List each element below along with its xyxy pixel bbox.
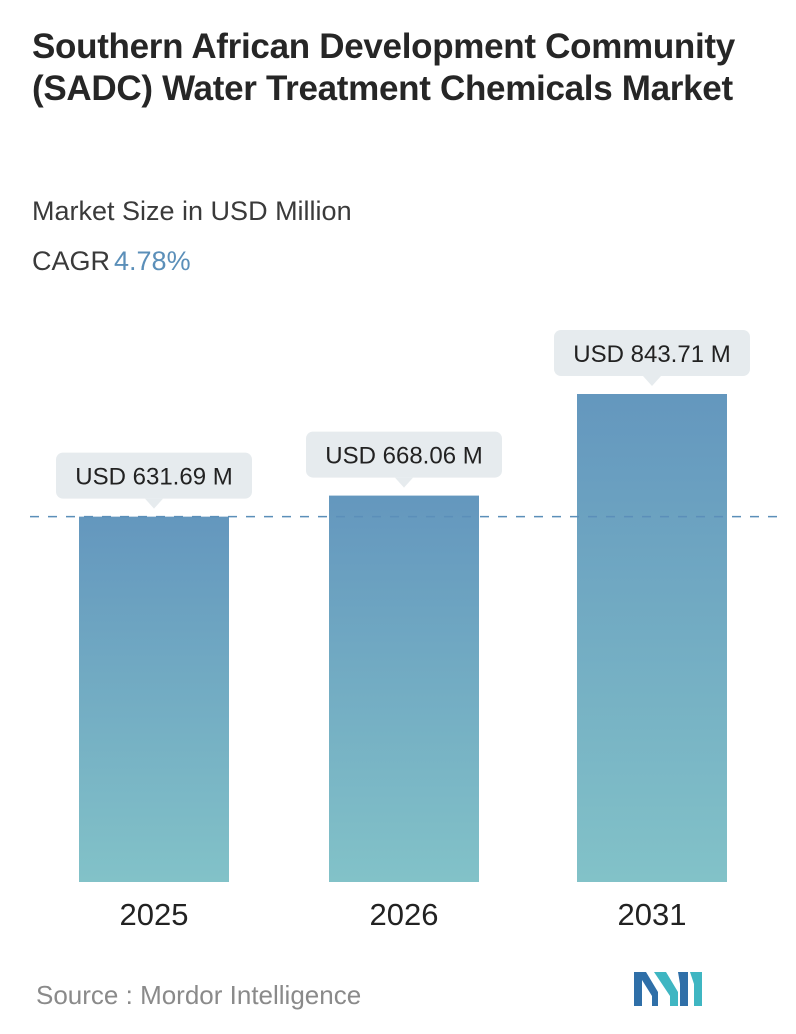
bar-2026 [329, 495, 479, 882]
data-label-2026: USD 668.06 M [306, 431, 502, 488]
x-tick-2031: 2031 [618, 897, 687, 932]
cagr-line: CAGR 4.78% [32, 244, 191, 278]
data-label-2031: USD 843.71 M [554, 330, 750, 386]
chart-title: Southern African Development Community (… [32, 27, 735, 108]
data-label-2025: USD 631.69 M [56, 452, 252, 509]
mordor-intelligence-logo-icon [634, 972, 702, 1006]
data-label-text: USD 843.71 M [573, 341, 730, 368]
cagr-label: CAGR [32, 246, 111, 276]
data-label-text: USD 668.06 M [325, 443, 482, 470]
chart-subtitle: Market Size in USD Million [32, 196, 352, 226]
x-tick-2025: 2025 [120, 897, 189, 932]
source-text: Source : Mordor Intelligence [36, 980, 361, 1011]
source-name: Mordor Intelligence [140, 980, 362, 1010]
source-label: Source : [36, 980, 133, 1010]
data-label-text: USD 631.69 M [75, 464, 232, 491]
x-tick-2026: 2026 [370, 897, 439, 932]
bar-2031 [577, 394, 727, 882]
bar-chart: USD 631.69 M USD 668.06 M USD 843.71 M 202… [30, 330, 782, 932]
bar-2025 [79, 516, 229, 882]
cagr-value: 4.78% [114, 246, 191, 276]
